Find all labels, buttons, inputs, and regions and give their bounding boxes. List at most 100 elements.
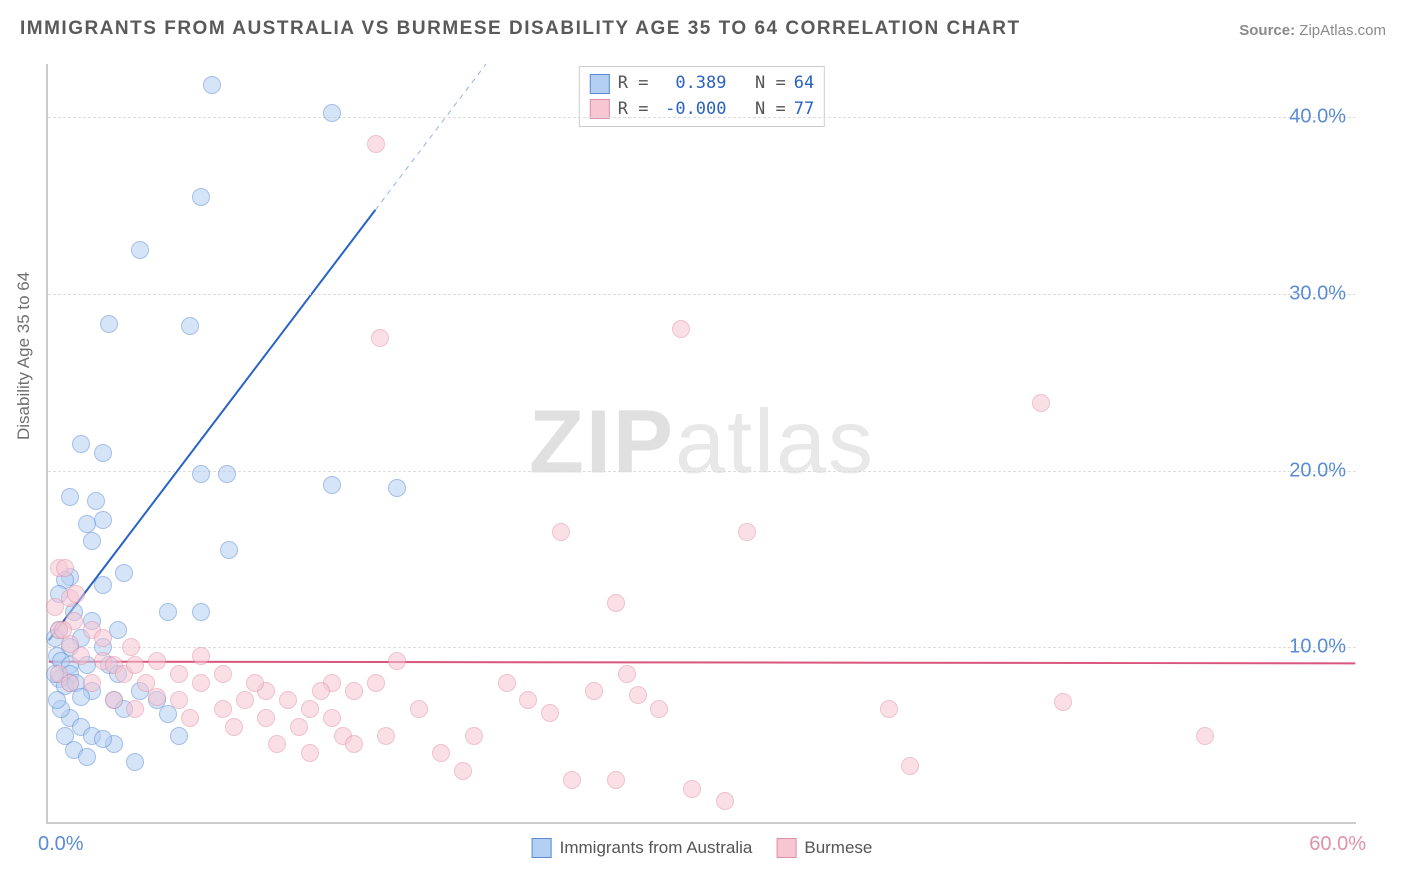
data-point-pink [192, 647, 210, 665]
legend-series: Immigrants from Australia Burmese [532, 838, 873, 858]
x-tick-label-right: 60.0% [1309, 833, 1366, 856]
data-point-blue [94, 444, 112, 462]
data-point-blue [48, 691, 66, 709]
gridline [48, 647, 1356, 648]
data-point-pink [105, 691, 123, 709]
data-point-blue [61, 488, 79, 506]
data-point-pink [345, 735, 363, 753]
data-point-blue [100, 315, 118, 333]
data-point-pink [1196, 727, 1214, 745]
data-point-blue [181, 317, 199, 335]
data-point-pink [122, 638, 140, 656]
data-point-pink [607, 771, 625, 789]
y-axis-label: Disability Age 35 to 64 [14, 272, 34, 440]
legend-r-label: R = [618, 97, 649, 123]
data-point-pink [148, 688, 166, 706]
data-point-pink [465, 727, 483, 745]
data-point-pink [301, 700, 319, 718]
gridline [48, 117, 1356, 118]
data-point-pink [323, 709, 341, 727]
data-point-pink [61, 674, 79, 692]
data-point-pink [498, 674, 516, 692]
data-point-pink [880, 700, 898, 718]
legend-series-label: Immigrants from Australia [560, 838, 753, 858]
x-tick-label-left: 0.0% [38, 833, 84, 856]
data-point-pink [367, 674, 385, 692]
data-point-pink [388, 652, 406, 670]
data-point-blue [72, 435, 90, 453]
data-point-pink [541, 704, 559, 722]
data-point-pink [181, 709, 199, 727]
data-point-blue [192, 188, 210, 206]
legend-r-value: -0.000 [657, 97, 727, 123]
data-point-pink [94, 629, 112, 647]
watermark-zip: ZIP [529, 393, 675, 493]
legend-series-label: Burmese [804, 838, 872, 858]
data-point-pink [432, 744, 450, 762]
data-point-pink [170, 665, 188, 683]
data-point-pink [672, 320, 690, 338]
watermark: ZIPatlas [529, 392, 875, 495]
data-point-pink [377, 727, 395, 745]
legend-n-value: 77 [794, 97, 814, 123]
data-point-pink [1032, 394, 1050, 412]
data-point-blue [159, 603, 177, 621]
data-point-pink [279, 691, 297, 709]
data-point-blue [323, 104, 341, 122]
data-point-pink [257, 709, 275, 727]
data-point-pink [214, 665, 232, 683]
data-point-pink [410, 700, 428, 718]
data-point-blue [94, 576, 112, 594]
data-point-blue [203, 76, 221, 94]
legend-series-item: Burmese [776, 838, 872, 858]
data-point-blue [218, 465, 236, 483]
data-point-pink [72, 647, 90, 665]
legend-stats-row: R = 0.389 N = 64 [590, 71, 814, 97]
data-point-blue [87, 492, 105, 510]
data-point-pink [552, 523, 570, 541]
chart-title: IMMIGRANTS FROM AUSTRALIA VS BURMESE DIS… [20, 18, 1021, 40]
legend-n-label: N = [735, 71, 786, 97]
data-point-blue [83, 532, 101, 550]
data-point-blue [388, 479, 406, 497]
legend-n-value: 64 [794, 71, 814, 97]
data-point-blue [220, 541, 238, 559]
data-point-pink [214, 700, 232, 718]
regression-line-blue [49, 210, 376, 641]
legend-r-label: R = [618, 71, 649, 97]
data-point-blue [131, 241, 149, 259]
data-point-pink [83, 674, 101, 692]
data-point-pink [454, 762, 472, 780]
y-tick-label: 10.0% [1289, 636, 1346, 659]
data-point-pink [683, 780, 701, 798]
source-credit: Source: ZipAtlas.com [1239, 22, 1386, 39]
data-point-pink [519, 691, 537, 709]
y-tick-label: 30.0% [1289, 282, 1346, 305]
data-point-pink [563, 771, 581, 789]
data-point-pink [738, 523, 756, 541]
source-label: Source: [1239, 22, 1295, 39]
data-point-blue [109, 621, 127, 639]
data-point-pink [301, 744, 319, 762]
data-point-pink [54, 621, 72, 639]
data-point-blue [94, 511, 112, 529]
data-point-blue [192, 603, 210, 621]
legend-series-item: Immigrants from Australia [532, 838, 753, 858]
plot-area: ZIPatlas R = 0.389 N = 64R = -0.000 N = … [46, 64, 1356, 824]
data-point-pink [585, 682, 603, 700]
gridline [48, 294, 1356, 295]
data-point-pink [126, 700, 144, 718]
data-point-pink [901, 757, 919, 775]
data-point-pink [246, 674, 264, 692]
legend-n-label: N = [735, 97, 786, 123]
data-point-pink [618, 665, 636, 683]
y-tick-label: 20.0% [1289, 459, 1346, 482]
data-point-blue [78, 515, 96, 533]
watermark-atlas: atlas [675, 393, 875, 493]
data-point-blue [94, 730, 112, 748]
data-point-blue [126, 753, 144, 771]
legend-swatch [590, 74, 610, 94]
legend-swatch [532, 838, 552, 858]
regression-extrapolation-blue [375, 64, 486, 210]
data-point-pink [225, 718, 243, 736]
